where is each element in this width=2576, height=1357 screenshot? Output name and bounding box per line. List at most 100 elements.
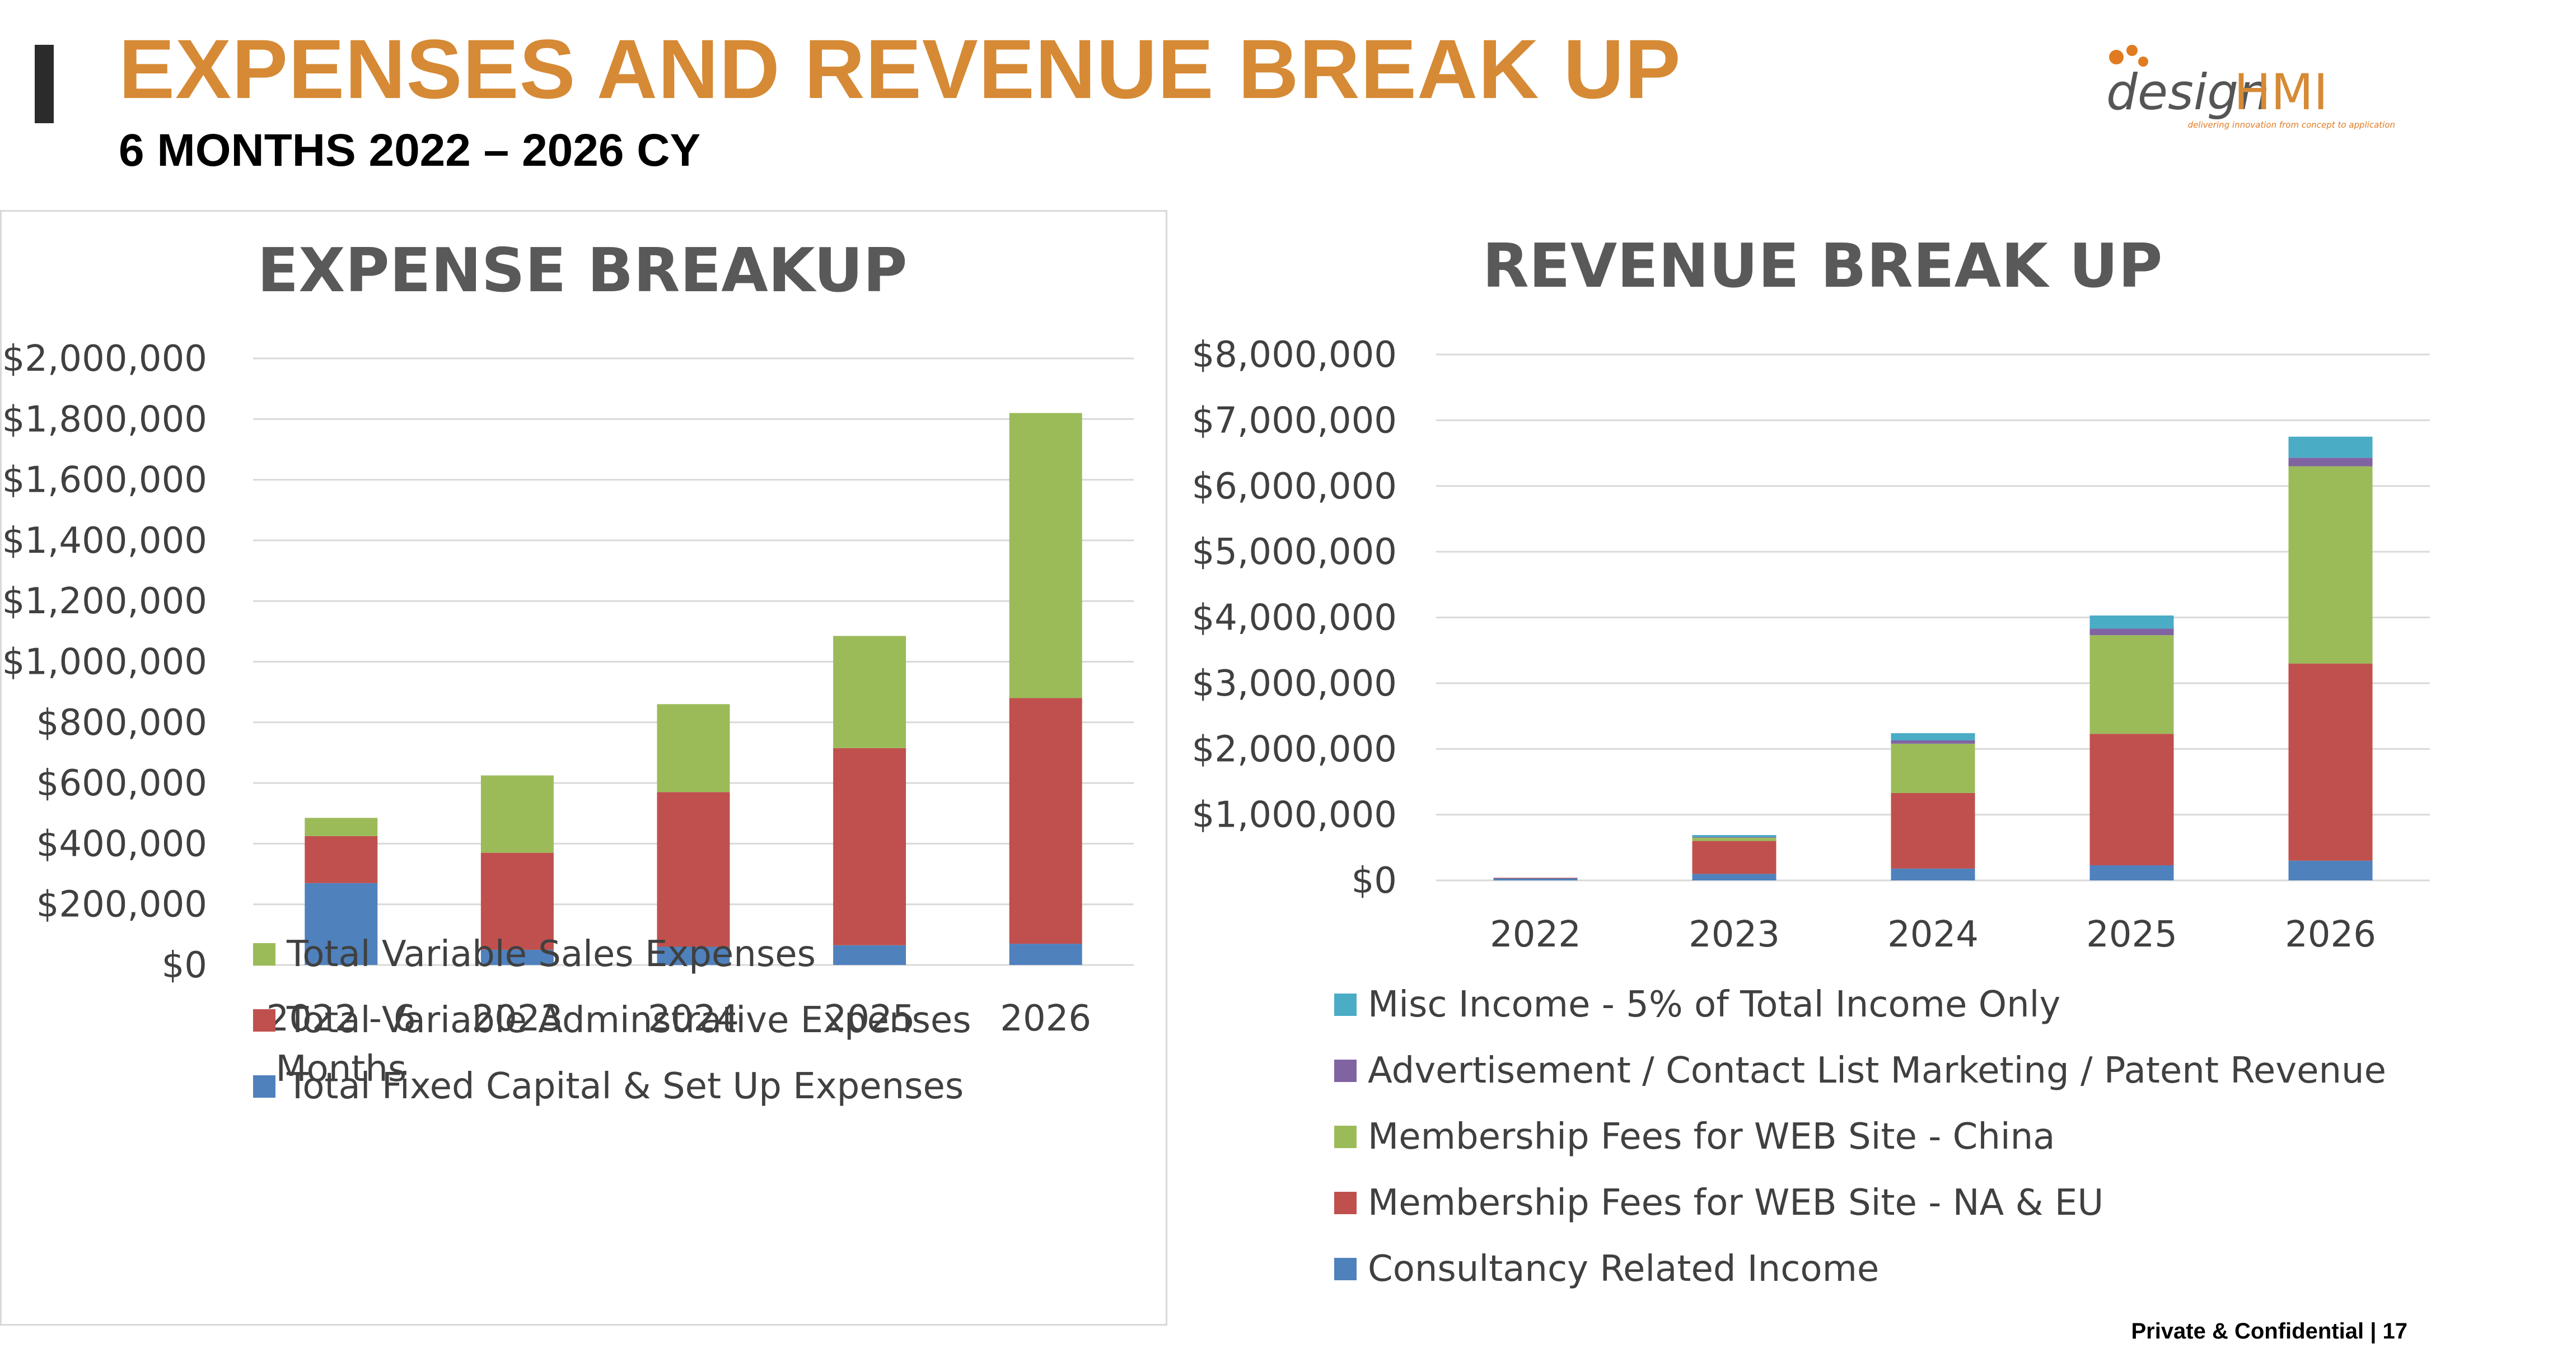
revenue-bar-segment — [2288, 663, 2373, 861]
footer-confidential: Private & Confidential | 17 — [2131, 1319, 2407, 1344]
revenue-bar-segment — [1891, 792, 1975, 869]
revenue-bar-segment — [1891, 740, 1975, 744]
revenue-bar-segment — [1891, 868, 1975, 880]
expense-bar-segment — [657, 792, 730, 947]
expense-bar-segment — [305, 836, 378, 883]
expense-bar-segment — [657, 704, 730, 792]
expense-bar-segment — [657, 946, 730, 965]
expense-bar-segment — [1009, 413, 1082, 698]
expense-y-tick-label: $0 — [162, 945, 207, 986]
expense-y-tick-label: $1,200,000 — [2, 581, 207, 622]
expense-bar-segment — [480, 775, 554, 853]
revenue-y-tick-label: $8,000,000 — [1192, 334, 1397, 376]
expense-x-tick-label: 2025 — [824, 998, 915, 1039]
legend-swatch — [253, 1009, 275, 1032]
legend-swatch — [1334, 1060, 1357, 1082]
revenue-bar-segment — [1692, 837, 1776, 838]
legend-entry: Consultancy Related Income — [1334, 1236, 2386, 1302]
expense-y-tick-label: $1,600,000 — [2, 460, 207, 501]
revenue-y-tick-label: $6,000,000 — [1192, 466, 1397, 507]
expense-bar-segment — [833, 748, 906, 945]
revenue-x-tick-label: 2022 — [1490, 914, 1581, 955]
expense-x-tick-label: 2024 — [648, 998, 739, 1039]
revenue-chart-title: REVENUE BREAK UP — [1483, 231, 2163, 301]
expense-y-tick-label: $600,000 — [36, 763, 207, 804]
revenue-y-tick-label: $5,000,000 — [1192, 531, 1397, 573]
revenue-bar-segment — [1891, 743, 1975, 793]
expense-bar-segment — [1009, 944, 1082, 965]
title-accent-bar — [35, 45, 54, 123]
expense-chart: EXPENSE BREAKUP $0 $200,000 $400,000 $600,00… — [2, 236, 1134, 1090]
expense-bar-segment — [480, 949, 554, 965]
expense-y-tick-label: $200,000 — [36, 884, 207, 926]
revenue-bar-segment — [2089, 615, 2174, 629]
expense-x-tick-label: 2026 — [1000, 998, 1091, 1039]
expense-bar-segment — [305, 883, 378, 965]
logo-dot — [2126, 45, 2138, 56]
page-title: EXPENSES AND REVENUE BREAK UP — [119, 22, 1681, 116]
expense-y-tick-label: $1,400,000 — [2, 520, 207, 562]
expense-y-tick-label: $2,000,000 — [2, 338, 207, 380]
legend-entry: Misc Income - 5% of Total Income Only — [1334, 972, 2386, 1038]
revenue-bar-segment — [2089, 628, 2174, 636]
revenue-bar-segment — [2089, 865, 2174, 880]
expense-chart-title: EXPENSE BREAKUP — [258, 236, 908, 306]
expense-y-tick-label: $1,000,000 — [2, 642, 207, 683]
revenue-chart: REVENUE BREAK UP $0 $1,000,000 $2,000,000 $3… — [1192, 231, 2430, 955]
legend-swatch — [1334, 1192, 1357, 1214]
revenue-y-tick-label: $1,000,000 — [1192, 795, 1397, 836]
logo-dot — [2109, 50, 2124, 64]
logo-brand-prefix: design — [2106, 63, 2270, 121]
legend-entry: Total Variable Sales Expenses — [253, 921, 971, 987]
revenue-bar-segment — [2288, 458, 2373, 467]
revenue-bar-segment — [1891, 733, 1975, 740]
logo-dot — [2138, 57, 2148, 67]
legend-label: Membership Fees for WEB Site - NA & EU — [1368, 1182, 2104, 1224]
legend-swatch — [1334, 1258, 1357, 1280]
revenue-bar-segment — [1692, 874, 1776, 880]
revenue-x-tick-label: 2026 — [2285, 914, 2376, 955]
expense-legend: Total Variable Sales Expenses Total Varia… — [253, 921, 971, 1120]
expense-bar-segment — [480, 852, 554, 950]
revenue-bar-segment — [1692, 837, 1776, 841]
expense-y-tick-label: $1,800,000 — [2, 399, 207, 440]
legend-label: Membership Fees for WEB Site - China — [1368, 1116, 2055, 1158]
revenue-bar-segment — [2288, 860, 2373, 880]
revenue-x-tick-label: 2023 — [1689, 914, 1780, 955]
legend-label: Advertisement / Contact List Marketing /… — [1368, 1050, 2386, 1092]
expense-y-tick-label: $800,000 — [36, 702, 207, 744]
revenue-bar-segment — [1692, 841, 1776, 874]
legend-label: Total Fixed Capital & Set Up Expenses — [287, 1066, 964, 1107]
page-subtitle: 6 MONTHS 2022 – 2026 CY — [119, 125, 701, 176]
expense-x-tick-label: 2023 — [471, 998, 563, 1039]
revenue-bar-segment — [2089, 635, 2174, 734]
legend-swatch — [253, 1075, 275, 1098]
revenue-bar-segment — [2089, 734, 2174, 866]
legend-swatch — [253, 943, 275, 966]
revenue-legend: Misc Income - 5% of Total Income Only Adv… — [1334, 972, 2386, 1302]
revenue-y-tick-label: $7,000,000 — [1192, 400, 1397, 441]
revenue-bar-segment — [1493, 878, 1578, 880]
logo-brand-suffix: HMI — [2234, 63, 2328, 121]
expense-x-tick-label: 2022 - 6 — [267, 998, 416, 1039]
revenue-bar-segment — [1692, 835, 1776, 837]
legend-label: Consultancy Related Income — [1368, 1248, 1880, 1290]
legend-entry: Advertisement / Contact List Marketing /… — [1334, 1038, 2386, 1104]
revenue-bar-segment — [2288, 466, 2373, 664]
revenue-x-tick-label: 2024 — [1887, 914, 1979, 955]
legend-label: Total Variable Adminstrative Expenses — [287, 1000, 971, 1041]
legend-label: Total Variable Sales Expenses — [287, 934, 816, 975]
expense-x-tick-label: Months — [275, 1048, 406, 1090]
company-logo: design HMI delivering innovation from co… — [2106, 45, 2395, 130]
expense-chart-panel — [0, 210, 1167, 1326]
revenue-bar-segment — [2288, 436, 2373, 458]
logo-tagline: delivering innovation from concept to ap… — [2188, 120, 2395, 130]
legend-entry: Membership Fees for WEB Site - China — [1334, 1104, 2386, 1170]
legend-swatch — [1334, 1126, 1357, 1148]
revenue-y-tick-label: $2,000,000 — [1192, 729, 1397, 770]
revenue-x-tick-label: 2025 — [2086, 914, 2177, 955]
revenue-y-tick-label: $4,000,000 — [1192, 598, 1397, 639]
expense-bar-segment — [305, 818, 378, 836]
expense-bar-segment — [833, 945, 906, 965]
